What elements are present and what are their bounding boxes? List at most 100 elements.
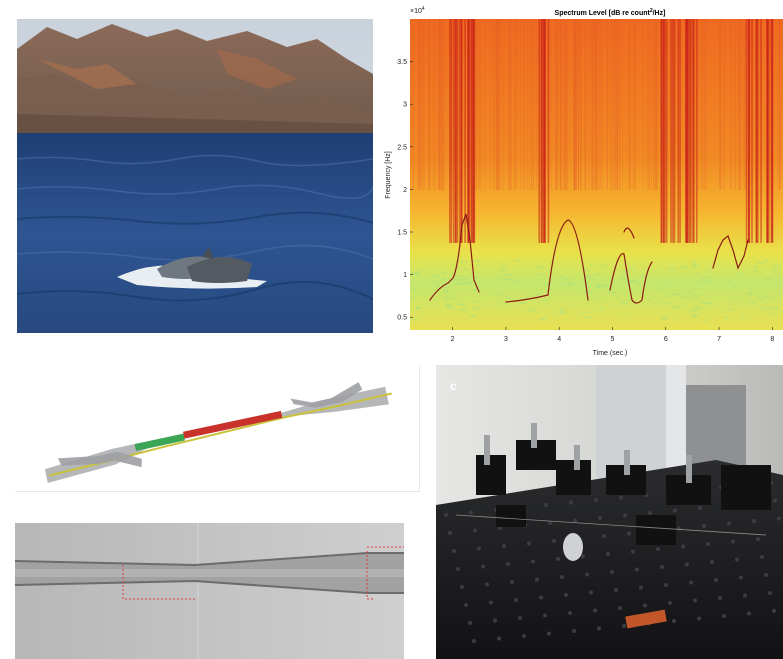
spectral-streak [496,19,498,191]
table-hole [452,549,456,553]
spectral-streak [656,19,658,191]
spectral-streak [563,19,565,191]
table-hole [547,631,551,636]
low-level-speckle [457,303,466,306]
spectral-streak [440,19,442,191]
low-level-speckle [598,307,604,310]
spectral-streak [498,19,500,191]
table-hole [548,521,552,525]
spectral-streak [479,19,481,191]
low-level-speckle [495,278,501,280]
whistle-contour [609,253,653,304]
spectral-streak [565,19,566,191]
low-level-speckle [660,281,669,283]
low-level-speckle [539,318,548,321]
low-level-speckle [502,274,512,276]
low-level-speckle [538,273,547,276]
table-hole [469,510,473,515]
table-hole [593,608,597,613]
low-level-speckle [762,308,769,310]
spectral-streak [575,19,577,191]
spectral-streak [770,19,773,243]
spectral-streak [561,19,562,191]
spectral-streak [565,19,567,191]
spectral-streak [701,19,703,191]
low-level-speckle [690,314,698,316]
table-hole [468,621,472,625]
spectral-streak [578,19,580,191]
spectral-streak [594,19,596,191]
spectral-streak [514,19,516,191]
spectral-streak [438,19,440,191]
table-hole [535,577,539,582]
x-tick-label: 2 [451,336,455,343]
low-level-speckle [499,303,507,305]
table-hole [756,537,760,541]
spectral-streak [580,19,582,191]
table-hole [752,519,756,523]
low-level-speckle [462,282,472,285]
low-level-speckle [741,280,746,283]
spectral-streak [613,19,615,191]
table-hole [764,573,768,577]
low-level-speckle [692,264,698,266]
table-hole [614,588,618,592]
low-level-speckle [703,276,711,279]
spectral-streak [523,19,525,191]
table-hole [635,567,639,572]
spectral-streak [421,19,423,191]
fiber-section-red [183,410,283,439]
spectral-streak [670,19,672,243]
spectral-streak [619,19,620,191]
low-level-speckle [776,275,781,278]
y-tick-label: 3.5 [397,59,407,66]
spectral-streak [597,19,599,191]
spectral-streak [442,19,444,191]
spectral-streak [432,19,434,191]
spectral-streak [595,19,597,191]
spectral-streak [596,19,597,191]
low-level-speckle [472,260,481,262]
spectral-streak [460,19,463,243]
table-hole [698,506,702,510]
low-level-speckle [749,291,754,294]
low-level-speckle [694,281,700,283]
table-hole [514,598,518,602]
table-hole [585,572,589,577]
spectral-streak [464,19,466,243]
spectral-streak [767,19,770,243]
low-level-speckle [658,302,662,304]
table-hole [531,559,535,564]
low-level-speckle [692,294,701,297]
spectral-streak [559,19,561,191]
low-level-speckle [416,270,422,273]
table-hole [497,636,501,641]
spectral-streak [734,19,736,191]
table-hole [706,542,710,546]
spectral-streak [737,19,739,191]
spectral-streak [739,19,741,191]
spectral-streak [584,19,586,191]
low-level-speckle [494,293,502,296]
spectral-streak [439,19,441,191]
spectral-streak [555,19,557,191]
low-level-speckle [465,281,470,284]
table-hole [660,565,664,569]
spectral-streak [413,19,414,191]
low-level-speckle [770,307,779,310]
low-level-speckle [469,315,477,317]
optical-mounts [476,440,771,545]
y-tick-label: 1 [403,272,407,279]
spectral-streak [580,19,581,191]
spectral-streak [510,19,512,191]
spectral-streak [739,19,740,191]
table-hole [773,498,777,503]
table-hole [518,616,522,620]
low-level-speckle [771,313,776,316]
table-hole [506,562,510,566]
spectral-streak [686,19,689,243]
low-level-speckle [411,318,419,321]
table-hole [673,508,677,513]
table-hole [718,596,722,600]
spectral-streak [704,19,706,191]
